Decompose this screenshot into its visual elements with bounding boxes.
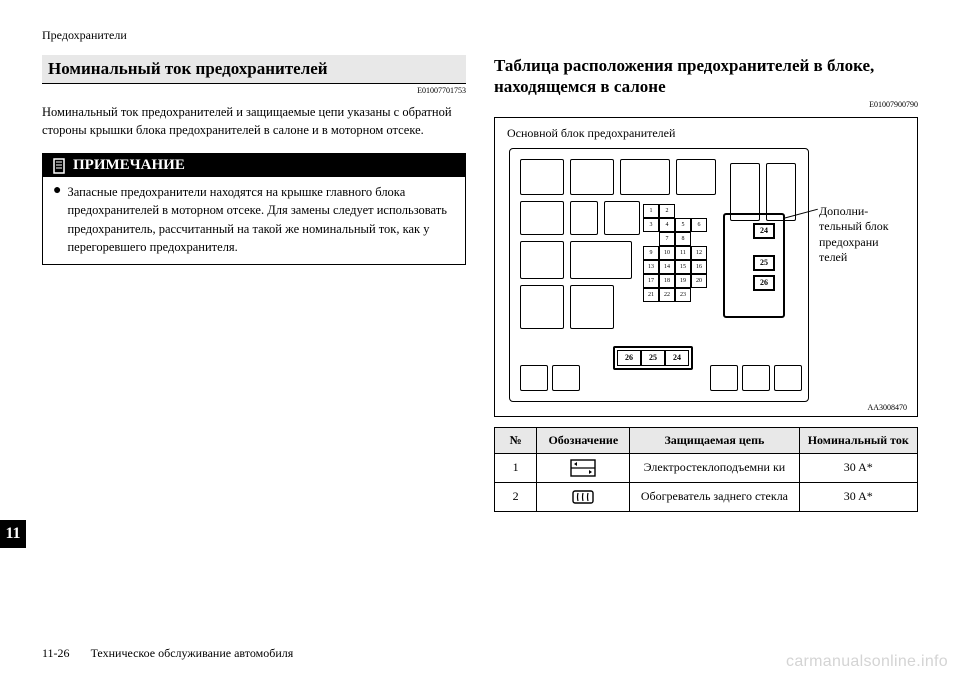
fuse-table: № Обозначение Защищаемая цепь Номинальны… [494, 427, 918, 512]
th-circuit: Защищаемая цепь [630, 427, 799, 453]
relay [520, 201, 564, 235]
left-section-title: Номинальный ток предохранителей [42, 55, 466, 84]
mini-fuse: 21 [643, 288, 659, 302]
page-number: 11-26 [42, 646, 70, 660]
right-section-title: Таблица расположения предохранителей в б… [494, 55, 918, 98]
note-box: ПРИМЕЧАНИЕ ● Запасные предохранители нах… [42, 153, 466, 265]
note-header: ПРИМЕЧАНИЕ [43, 154, 465, 177]
th-number: № [495, 427, 537, 453]
mini-fuse: 4 [659, 218, 675, 232]
mini-fuse: 12 [691, 246, 707, 260]
right-column: Таблица расположения предохранителей в б… [494, 55, 918, 512]
relay [570, 159, 614, 195]
mini-fuse: 10 [659, 246, 675, 260]
mini-fuse: 14 [659, 260, 675, 274]
cell-symbol [537, 482, 630, 511]
mini-fuse: 23 [675, 288, 691, 302]
mini-fuse: 5 [675, 218, 691, 232]
relay [676, 159, 716, 195]
watermark: carmanualsonline.info [786, 653, 948, 671]
relay [766, 163, 796, 221]
mini-fuse: 20 [691, 274, 707, 288]
cell-amp: 30 A* [799, 453, 917, 482]
mini-fuse: 19 [675, 274, 691, 288]
relay [520, 285, 564, 329]
note-title: ПРИМЕЧАНИЕ [73, 157, 185, 174]
cell-symbol [537, 453, 630, 482]
figure-code: AA3008470 [867, 403, 907, 412]
mini-fuse: 7 [659, 232, 675, 246]
aux-fuse: 24 [753, 223, 775, 239]
relay [520, 159, 564, 195]
relay [520, 365, 548, 391]
relay [604, 201, 640, 235]
chapter-tab: 11 [0, 520, 26, 548]
page-footer: 11-26 Техническое обслуживание автомобил… [42, 646, 293, 661]
left-column: Номинальный ток предохранителей E0100770… [42, 55, 466, 512]
cell-circuit: Электростеклоподъемни ки [630, 453, 799, 482]
rear-defrost-icon [570, 488, 596, 506]
spare-fuse: 26 [617, 350, 641, 366]
relay [570, 201, 598, 235]
mini-fuse: 16 [691, 260, 707, 274]
relay [774, 365, 802, 391]
cell-circuit: Обогреватель заднего стекла [630, 482, 799, 511]
aux-fuse: 25 [753, 255, 775, 271]
table-header-row: № Обозначение Защищаемая цепь Номинальны… [495, 427, 918, 453]
th-symbol: Обозначение [537, 427, 630, 453]
cell-number: 1 [495, 453, 537, 482]
note-icon [51, 158, 67, 174]
cell-number: 2 [495, 482, 537, 511]
relay [570, 285, 614, 329]
running-header: Предохранители [42, 28, 918, 43]
left-paragraph: Номинальный ток предохранителей и защища… [42, 103, 466, 139]
mini-fuse: 22 [659, 288, 675, 302]
note-body: ● Запасные предохранители находятся на к… [43, 177, 465, 264]
mini-fuse: 1 [643, 204, 659, 218]
mini-fuse [643, 232, 659, 246]
spare-fuse: 25 [641, 350, 665, 366]
note-text: Запасные предохранители находятся на кры… [67, 183, 455, 256]
spare-fuse: 24 [665, 350, 689, 366]
cell-amp: 30 A* [799, 482, 917, 511]
relay [552, 365, 580, 391]
relay [520, 241, 564, 279]
table-row: 2 Обогреватель заднего стекла 30 A* [495, 482, 918, 511]
relay [620, 159, 670, 195]
mini-fuse: 17 [643, 274, 659, 288]
mini-fuse-grid: 1234567891011121314151617181920212223 [643, 204, 713, 302]
footer-title: Техническое обслуживание автомобиля [91, 646, 294, 660]
th-amp: Номинальный ток [799, 427, 917, 453]
mini-fuse: 13 [643, 260, 659, 274]
mini-fuse: 3 [643, 218, 659, 232]
fuse-figure: Основной блок предохранителей [494, 117, 918, 417]
mini-fuse: 15 [675, 260, 691, 274]
bullet-dot: ● [53, 183, 61, 256]
mini-fuse: 9 [643, 246, 659, 260]
relay [742, 365, 770, 391]
spare-fuse-row: 26 25 24 [613, 346, 693, 370]
aux-block-label: Дополни-тельный блокпредохранителей [819, 204, 915, 266]
aux-fuse: 26 [753, 275, 775, 291]
right-doc-code: E01007900790 [494, 100, 918, 109]
fuse-figure-caption: Основной блок предохранителей [503, 124, 909, 147]
power-window-icon [570, 459, 596, 477]
mini-fuse: 11 [675, 246, 691, 260]
relay [710, 365, 738, 391]
mini-fuse: 2 [659, 204, 675, 218]
relay [730, 163, 760, 221]
aux-fuse-block: 24 25 26 [723, 213, 785, 318]
relay [570, 241, 632, 279]
mini-fuse: 18 [659, 274, 675, 288]
mini-fuse: 8 [675, 232, 691, 246]
left-doc-code: E01007701753 [42, 86, 466, 95]
mini-fuse: 6 [691, 218, 707, 232]
table-row: 1 Электростеклоподъемни ки 30 A* [495, 453, 918, 482]
